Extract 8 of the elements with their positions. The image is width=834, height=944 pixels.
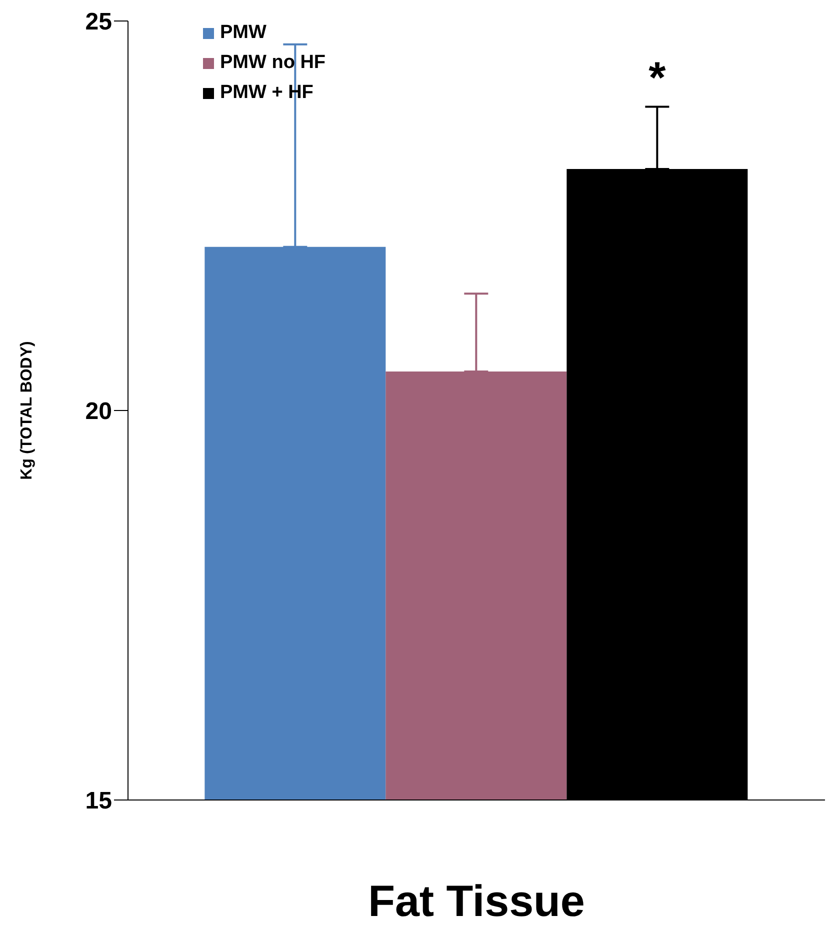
x-axis-title: Fat Tissue xyxy=(368,877,585,926)
legend-label: PMW xyxy=(220,21,266,45)
y-tick-label: 25 xyxy=(85,8,112,36)
y-axis-title: Kg (TOTAL BODY) xyxy=(18,341,36,480)
y-tick-label: 15 xyxy=(85,788,112,815)
y-tick-label: 20 xyxy=(85,398,112,426)
legend-label: PMW no HF xyxy=(220,51,326,75)
annotation: * xyxy=(648,54,667,103)
